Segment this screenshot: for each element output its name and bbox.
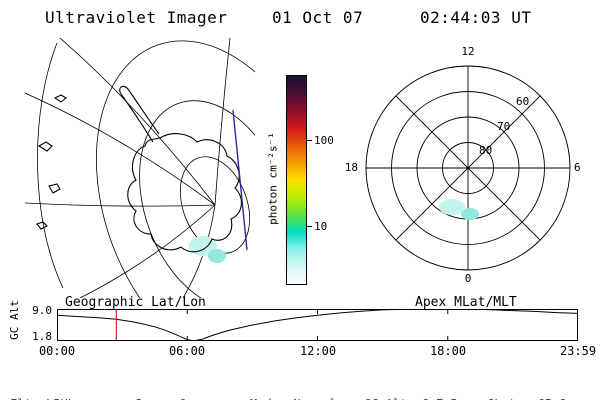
apex-polar-panel — [365, 65, 571, 271]
colorbar-tick-10: 10 — [314, 220, 328, 233]
status-gc-alt: GC Alt: 6.7 Re — [364, 395, 465, 400]
x-tick-label: 06:00 — [168, 344, 206, 358]
y-tick-label-top: 9.0 — [32, 304, 52, 317]
x-tick-label: 23:59 — [559, 344, 597, 358]
y-axis-title: GC Alt — [8, 300, 21, 340]
x-tick-label: 00:00 — [38, 344, 76, 358]
strip-chart-frame — [57, 309, 578, 341]
x-axis-tick-labels: 00:00 06:00 12:00 18:00 23:59 — [0, 344, 600, 358]
app-title: Ultraviolet Imager — [45, 8, 228, 27]
geographic-map-panel — [25, 38, 255, 298]
x-tick-label: 12:00 — [299, 344, 337, 358]
colorbar-units-label: photon cm⁻²s⁻¹ — [266, 132, 280, 225]
polar-panel-caption: Apex MLat/MLT — [415, 295, 517, 310]
colorbar-gradient — [287, 76, 306, 284]
coastline-antarctica — [36, 85, 242, 253]
mlt-label-6: 6 — [574, 161, 581, 174]
status-door: Door: Open — [136, 395, 208, 400]
status-glat: GLat: -65.8 — [487, 395, 566, 400]
y-tick-label-bottom: 1.8 — [32, 330, 52, 343]
status-filter: Flt: LBHL — [10, 395, 75, 400]
colorbar-tick-mark-low — [307, 226, 312, 227]
status-bar: Flt: LBHL IP: 36.0 Door: Open Gain: 14 M… — [0, 359, 600, 400]
mlat-ring-label-60: 60 — [516, 95, 530, 108]
polar-grid — [365, 65, 571, 271]
header-time: 02:44:03 UT — [420, 8, 532, 27]
auroral-emission-polar — [439, 199, 479, 220]
mlat-ring-label-70: 70 — [497, 120, 511, 133]
colorbar — [286, 75, 307, 285]
mlt-label-18: 18 — [344, 161, 358, 174]
status-mode: Mode: Normal — [250, 395, 337, 400]
mlt-label-0: 0 — [464, 272, 472, 285]
map-panel-caption: Geographic Lat/Lon — [65, 295, 206, 310]
gc-alt-strip-chart — [57, 309, 578, 341]
header-date: 01 Oct 07 — [272, 8, 364, 27]
mlt-label-12: 12 — [461, 45, 475, 58]
auroral-emission-map — [189, 236, 226, 263]
colorbar-tick-mark-high — [307, 140, 312, 141]
gc-alt-curve — [57, 309, 578, 341]
x-tick-label: 18:00 — [429, 344, 467, 358]
orbit-track-line — [232, 109, 248, 251]
colorbar-tick-100: 100 — [314, 134, 334, 147]
mlat-ring-label-80: 80 — [479, 144, 493, 157]
